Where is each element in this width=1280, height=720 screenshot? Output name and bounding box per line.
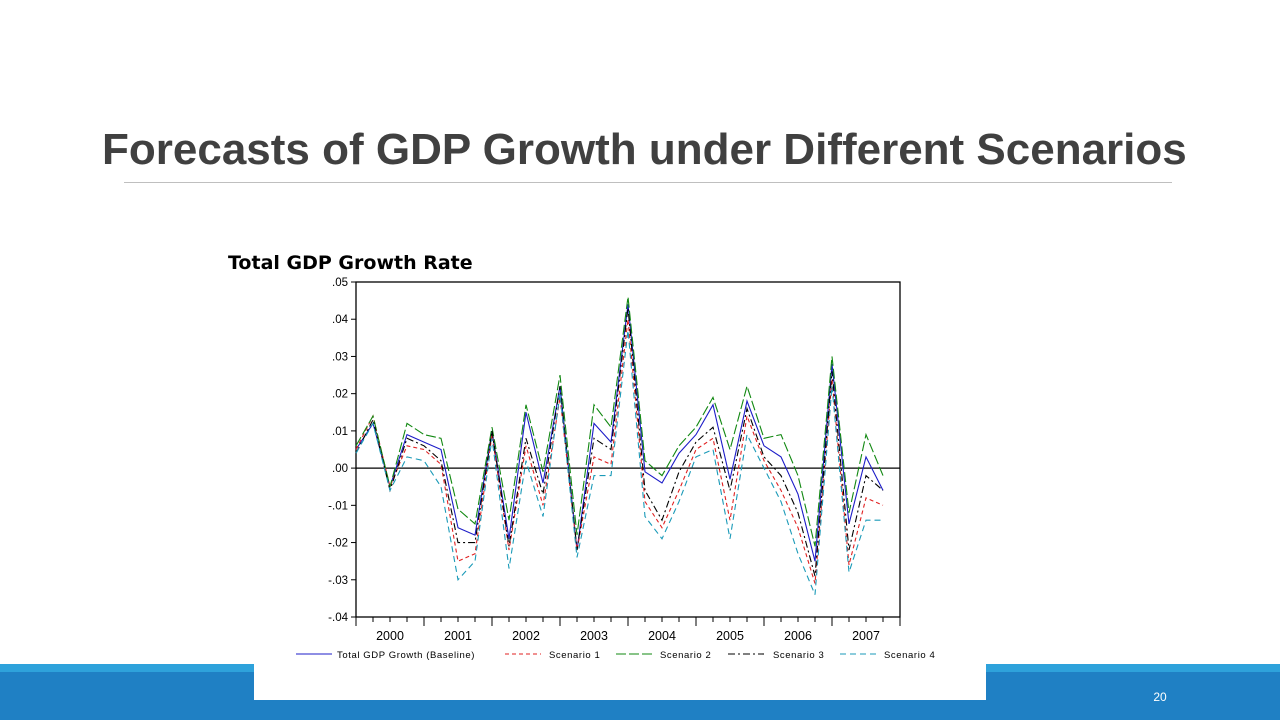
x-tick-label: 2000 <box>376 629 404 643</box>
title-divider <box>124 182 1172 183</box>
legend-label: Total GDP Growth (Baseline) <box>337 650 475 661</box>
y-tick-label: .05 <box>332 277 348 289</box>
page-number: 20 <box>1153 690 1167 704</box>
legend-label: Scenario 4 <box>884 650 935 661</box>
y-tick-label: .01 <box>332 426 348 438</box>
x-tick-label: 2005 <box>716 629 744 643</box>
y-tick-label: .03 <box>332 351 348 363</box>
y-tick-label: -.04 <box>328 612 348 624</box>
chart-panel <box>254 248 986 700</box>
series-line-scenario-2 <box>355 296 884 547</box>
x-tick-label: 2001 <box>444 629 472 643</box>
x-tick-label: 2007 <box>852 629 880 643</box>
series-line-scenario-1 <box>355 319 884 584</box>
series-line-scenario-4 <box>355 330 883 595</box>
slide-title: Forecasts of GDP Growth under Different … <box>102 125 1187 174</box>
x-tick-label: 2002 <box>512 629 540 643</box>
y-tick-label: .02 <box>332 389 348 401</box>
legend-label: Scenario 2 <box>660 650 711 661</box>
y-tick-label: -.01 <box>328 500 348 512</box>
y-tick-label: .00 <box>332 463 348 475</box>
y-tick-label: -.02 <box>328 538 348 550</box>
x-tick-label: 2003 <box>580 629 608 643</box>
y-tick-label: .04 <box>332 314 349 326</box>
x-tick-label: 2006 <box>784 629 812 643</box>
legend-label: Scenario 1 <box>549 650 600 661</box>
series-line-baseline <box>355 304 884 562</box>
legend-label: Scenario 3 <box>773 650 824 661</box>
series-line-scenario-3 <box>355 308 884 577</box>
chart-title: Total GDP Growth Rate <box>228 252 473 274</box>
x-tick-label: 2004 <box>648 629 676 643</box>
y-tick-label: -.03 <box>328 575 348 587</box>
